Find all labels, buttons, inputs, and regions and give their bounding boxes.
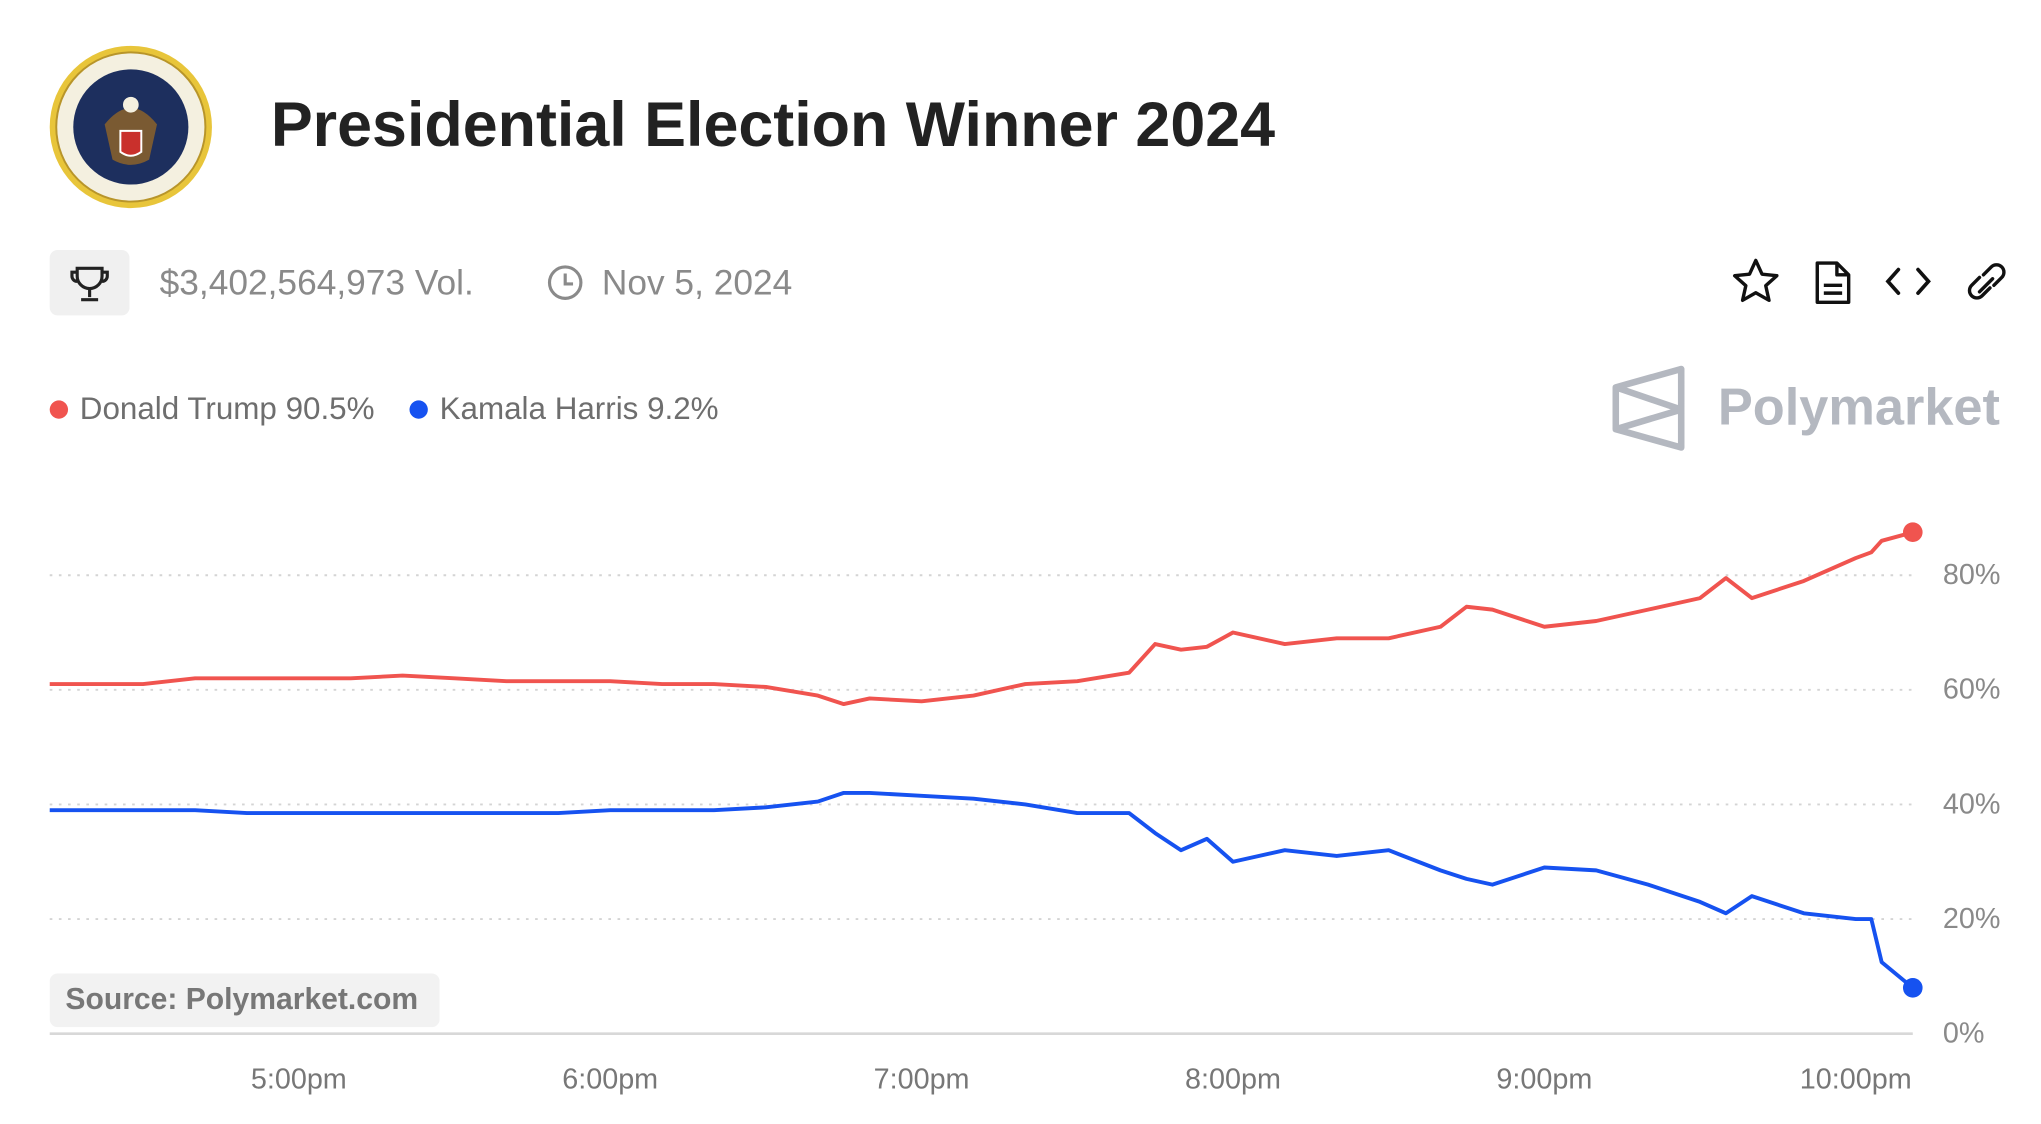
source: Source: Polymarket.com (65, 983, 418, 1016)
date: Nov 5, 2024 (602, 264, 792, 303)
x-tick-label: 10:00pm (1800, 1063, 1912, 1095)
brand-logo (1612, 365, 1685, 451)
end-point (1902, 977, 1923, 998)
document-button[interactable] (1815, 261, 1851, 304)
legend-label: Donald Trump 90.5% (80, 391, 375, 426)
series-line (49, 530, 1914, 707)
link-button[interactable] (1967, 263, 2006, 300)
legend-label: Kamala Harris 9.2% (440, 391, 719, 426)
x-tick-label: 7:00pm (874, 1063, 970, 1095)
brand-name: Polymarket (1718, 379, 2000, 437)
end-point (1902, 522, 1923, 543)
source-box (49, 973, 440, 1028)
y-tick-label: 80% (1943, 559, 2001, 591)
legend-dot (49, 400, 69, 419)
y-tick-label: 20% (1943, 903, 2001, 935)
y-tick-label: 40% (1943, 788, 2001, 820)
x-tick-label: 9:00pm (1496, 1063, 1592, 1095)
embed-button[interactable] (1885, 267, 1931, 295)
seal (49, 45, 212, 209)
series-line (49, 790, 1915, 990)
y-tick-label: 0% (1943, 1018, 1985, 1050)
title: Presidential Election Winner 2024 (271, 90, 1275, 160)
star-button[interactable] (1733, 258, 1779, 303)
legend-dot (409, 400, 428, 419)
x-tick-label: 5:00pm (251, 1063, 347, 1095)
x-tick-label: 6:00pm (562, 1063, 658, 1095)
y-tick-label: 60% (1943, 674, 2001, 706)
volume: $3,402,564,973 Vol. (160, 264, 474, 303)
x-tick-label: 8:00pm (1185, 1063, 1281, 1095)
trophy-icon (70, 266, 109, 302)
trophy-button[interactable] (49, 249, 130, 316)
clock-icon (547, 265, 583, 300)
